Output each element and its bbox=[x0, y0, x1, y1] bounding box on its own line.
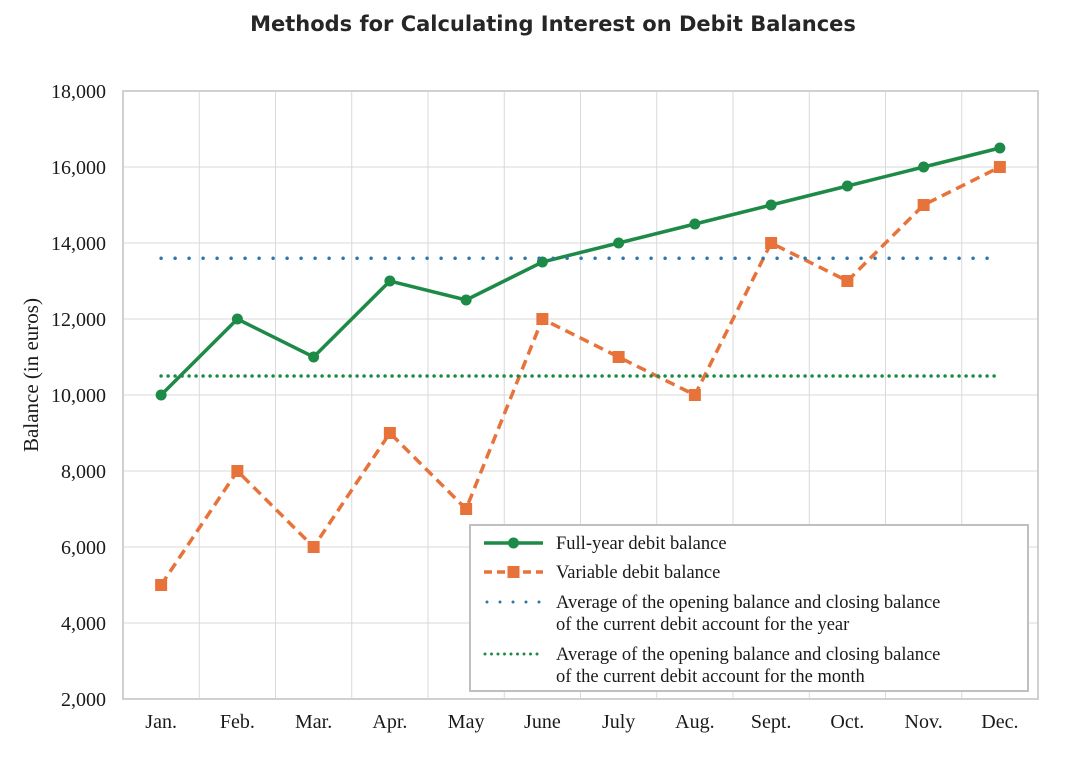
data-point bbox=[993, 161, 1006, 173]
legend: Full-year debit balance Variable debit ba… bbox=[469, 524, 1029, 692]
x-axis-ticks: Jan. Feb. Mar. Apr. May June July Aug. Sept. Oct.… bbox=[145, 711, 1018, 733]
x-tick-label: May bbox=[448, 711, 485, 733]
plot-border bbox=[122, 90, 1039, 700]
y-tick-label: 2,000 bbox=[61, 689, 106, 711]
legend-marker bbox=[507, 566, 520, 578]
x-tick-label: Feb. bbox=[220, 711, 255, 733]
y-tick-label: 6,000 bbox=[61, 537, 106, 559]
legend-label: Average of the opening balance and closi… bbox=[556, 645, 940, 665]
data-point bbox=[307, 541, 320, 553]
series-line bbox=[159, 146, 1001, 397]
x-tick-label: July bbox=[602, 711, 635, 733]
data-point bbox=[155, 389, 167, 401]
x-tick-label: Dec. bbox=[981, 711, 1018, 733]
y-tick-label: 16,000 bbox=[51, 157, 106, 179]
x-tick-label: June bbox=[524, 711, 561, 733]
legend-item: Variable debit balance bbox=[484, 563, 720, 583]
data-point bbox=[689, 218, 701, 230]
data-point bbox=[231, 465, 244, 477]
y-tick-label: 10,000 bbox=[51, 385, 106, 407]
x-tick-label: Nov. bbox=[905, 711, 943, 733]
legend-item: Average of the opening balance and closi… bbox=[485, 593, 940, 635]
y-axis-ticks: 2,000 4,000 6,000 8,000 10,000 12,000 14,000 16… bbox=[51, 81, 106, 711]
x-tick-label: Sept. bbox=[751, 711, 792, 733]
legend-label: Average of the opening balance and closi… bbox=[556, 593, 940, 613]
data-point bbox=[460, 294, 472, 306]
legend-box bbox=[469, 524, 1029, 692]
data-point bbox=[917, 199, 930, 211]
data-point bbox=[308, 351, 320, 363]
data-point bbox=[994, 142, 1006, 154]
y-tick-label: 14,000 bbox=[51, 233, 106, 255]
data-point bbox=[841, 180, 853, 192]
legend-label: Variable debit balance bbox=[556, 563, 720, 583]
legend-item: Full-year debit balance bbox=[484, 534, 727, 554]
data-point bbox=[612, 351, 625, 363]
data-point bbox=[384, 275, 396, 287]
data-point bbox=[155, 579, 168, 591]
y-tick-label: 4,000 bbox=[61, 613, 106, 635]
x-tick-label: Mar. bbox=[295, 711, 332, 733]
data-point bbox=[841, 275, 854, 287]
x-tick-label: Jan. bbox=[145, 711, 177, 733]
legend-label: Full-year debit balance bbox=[556, 534, 727, 554]
series-group bbox=[155, 142, 1006, 591]
legend-item: Average of the opening balance and closi… bbox=[483, 645, 940, 687]
y-tick-label: 12,000 bbox=[51, 309, 106, 331]
data-point bbox=[765, 237, 778, 249]
y-axis-label: Balance (in euros) bbox=[19, 298, 43, 452]
legend-marker bbox=[508, 537, 519, 549]
x-tick-label: Aug. bbox=[675, 711, 714, 733]
data-point bbox=[613, 237, 625, 249]
legend-label: of the current debit account for the mon… bbox=[556, 667, 865, 687]
data-point bbox=[460, 503, 473, 515]
series-1 bbox=[155, 161, 1006, 591]
data-point bbox=[231, 313, 243, 325]
y-tick-label: 18,000 bbox=[51, 81, 106, 103]
data-point bbox=[688, 389, 701, 401]
x-tick-label: Apr. bbox=[372, 711, 407, 733]
x-tick-label: Oct. bbox=[830, 711, 864, 733]
series-0 bbox=[155, 142, 1006, 401]
series-line bbox=[159, 165, 1001, 586]
data-point bbox=[765, 199, 777, 211]
data-point bbox=[918, 161, 930, 173]
chart-title: Methods for Calculating Interest on Debi… bbox=[250, 12, 856, 36]
data-point bbox=[383, 427, 396, 439]
legend-label: of the current debit account for the yea… bbox=[556, 615, 849, 635]
data-point bbox=[536, 313, 549, 325]
y-tick-label: 8,000 bbox=[61, 461, 106, 483]
